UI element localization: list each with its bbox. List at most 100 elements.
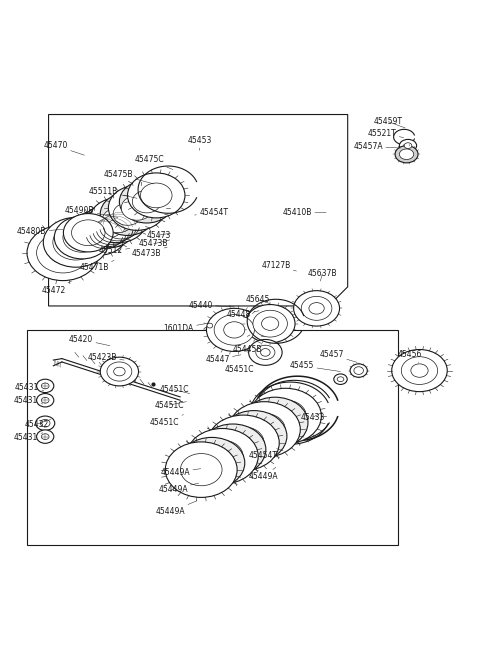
Text: 45449A: 45449A — [156, 501, 197, 516]
Text: 45475C: 45475C — [134, 155, 173, 170]
Text: 45454T: 45454T — [249, 448, 277, 460]
Text: 45451C: 45451C — [159, 385, 190, 394]
Ellipse shape — [36, 416, 55, 430]
Ellipse shape — [186, 428, 258, 484]
Ellipse shape — [107, 362, 132, 381]
Text: 45451C: 45451C — [155, 401, 186, 409]
Ellipse shape — [395, 145, 418, 163]
Ellipse shape — [100, 193, 155, 235]
Ellipse shape — [301, 297, 332, 320]
Text: 45448: 45448 — [227, 310, 259, 319]
Ellipse shape — [411, 364, 428, 377]
Ellipse shape — [113, 203, 142, 225]
Text: 45420: 45420 — [69, 335, 110, 346]
Ellipse shape — [214, 435, 252, 464]
Text: 1601DA: 1601DA — [164, 324, 205, 333]
Ellipse shape — [49, 242, 76, 263]
Ellipse shape — [214, 314, 254, 345]
Ellipse shape — [200, 424, 266, 475]
Text: 45473B: 45473B — [139, 239, 169, 248]
Ellipse shape — [120, 180, 174, 223]
Text: 45440: 45440 — [189, 301, 234, 310]
Ellipse shape — [54, 216, 110, 259]
Ellipse shape — [81, 205, 136, 248]
Ellipse shape — [128, 173, 185, 218]
Ellipse shape — [70, 210, 128, 255]
Ellipse shape — [36, 233, 89, 273]
Ellipse shape — [83, 220, 115, 245]
Ellipse shape — [36, 430, 54, 443]
Ellipse shape — [242, 397, 308, 448]
Ellipse shape — [245, 305, 295, 343]
Ellipse shape — [43, 217, 108, 267]
Ellipse shape — [262, 317, 279, 330]
Text: 45431: 45431 — [14, 433, 43, 442]
Ellipse shape — [40, 419, 50, 427]
Ellipse shape — [207, 323, 213, 328]
Text: 45512: 45512 — [99, 246, 130, 255]
Ellipse shape — [36, 394, 54, 407]
Ellipse shape — [65, 234, 86, 250]
Text: 45480B: 45480B — [17, 227, 63, 236]
Ellipse shape — [401, 357, 438, 384]
Ellipse shape — [256, 345, 275, 360]
Ellipse shape — [100, 357, 139, 386]
Ellipse shape — [337, 377, 344, 382]
Ellipse shape — [193, 449, 230, 477]
Ellipse shape — [399, 140, 417, 152]
Ellipse shape — [36, 379, 54, 392]
Ellipse shape — [108, 185, 166, 231]
Text: 45645: 45645 — [246, 295, 270, 304]
Ellipse shape — [249, 339, 282, 365]
Ellipse shape — [224, 322, 245, 338]
Text: 45449A: 45449A — [248, 467, 278, 481]
Ellipse shape — [41, 383, 49, 389]
Ellipse shape — [202, 440, 243, 472]
Text: 45521T: 45521T — [368, 129, 404, 138]
Text: 45432: 45432 — [24, 419, 51, 428]
Ellipse shape — [250, 388, 322, 444]
Text: 45451C: 45451C — [224, 364, 258, 374]
Ellipse shape — [223, 427, 264, 459]
Ellipse shape — [350, 364, 367, 377]
Ellipse shape — [354, 367, 363, 375]
Text: 45433: 45433 — [301, 412, 325, 422]
Ellipse shape — [235, 422, 273, 451]
Ellipse shape — [41, 434, 49, 440]
Text: 45637B: 45637B — [308, 269, 337, 281]
Ellipse shape — [399, 149, 414, 160]
Text: 45511B: 45511B — [89, 187, 137, 198]
Text: 45473B: 45473B — [132, 247, 167, 258]
Ellipse shape — [404, 143, 412, 149]
Text: 45475B: 45475B — [103, 170, 154, 184]
Ellipse shape — [206, 309, 262, 352]
Ellipse shape — [165, 442, 237, 497]
Ellipse shape — [179, 438, 245, 489]
Ellipse shape — [243, 413, 285, 445]
Ellipse shape — [94, 215, 123, 238]
Text: 45454T: 45454T — [194, 208, 228, 217]
Ellipse shape — [207, 415, 279, 470]
Ellipse shape — [63, 214, 113, 252]
Text: 45423B: 45423B — [87, 352, 124, 362]
Text: 45490B: 45490B — [65, 206, 118, 217]
Ellipse shape — [141, 183, 172, 208]
Ellipse shape — [114, 367, 125, 376]
Text: 45445B: 45445B — [232, 345, 265, 354]
Text: 45453: 45453 — [187, 136, 212, 151]
Ellipse shape — [264, 400, 306, 432]
Text: 47127B: 47127B — [261, 261, 297, 271]
Text: 45451C: 45451C — [150, 415, 183, 427]
Ellipse shape — [132, 191, 161, 213]
Ellipse shape — [121, 195, 153, 220]
Ellipse shape — [253, 310, 288, 337]
Ellipse shape — [53, 225, 99, 260]
Ellipse shape — [102, 208, 134, 233]
Ellipse shape — [294, 291, 339, 326]
Ellipse shape — [256, 408, 294, 437]
Text: 45459T: 45459T — [374, 117, 405, 128]
Text: 45449A: 45449A — [158, 483, 199, 494]
Ellipse shape — [27, 225, 99, 280]
Ellipse shape — [89, 198, 147, 243]
Ellipse shape — [63, 223, 101, 252]
